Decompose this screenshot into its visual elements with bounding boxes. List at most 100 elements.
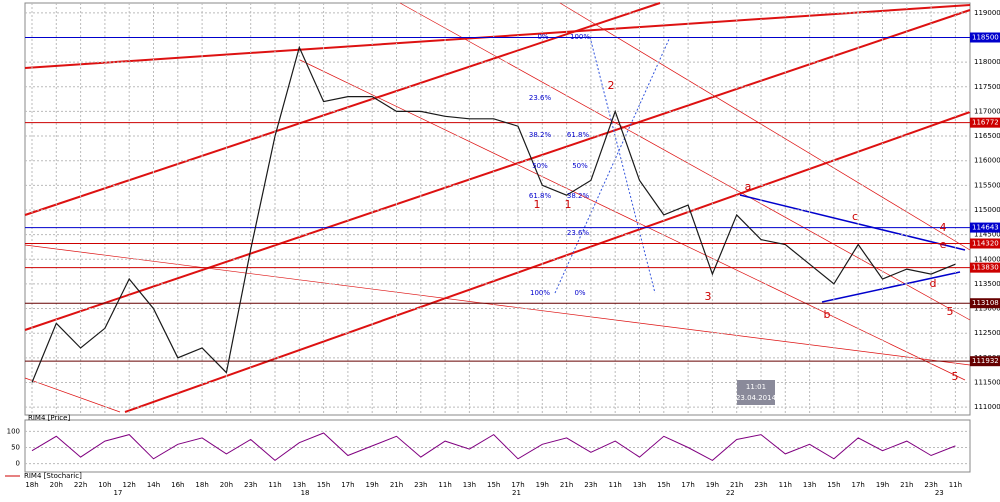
x-tick-label: 11h — [268, 481, 281, 489]
annotation: 50% — [532, 162, 548, 170]
x-tick-label: 11h — [438, 481, 451, 489]
x-tick-label: 19h — [536, 481, 549, 489]
x-tick-label: 13h — [463, 481, 476, 489]
x-tick-label: 21h — [730, 481, 743, 489]
timestamp-box — [737, 380, 775, 405]
trendline — [124, 111, 971, 413]
osc-footer: RIM4 [Stocharic] — [24, 472, 82, 480]
level-label: 113830 — [972, 264, 999, 272]
triangle-line — [821, 271, 961, 303]
osc-title: RIM4 [Price] — [28, 414, 70, 422]
osc-tick-label: 50 — [11, 444, 20, 452]
level-tag — [970, 222, 1000, 233]
x-tick-label: 21h — [900, 481, 913, 489]
annotation: 61.8% — [567, 131, 590, 139]
y-tick-label: 114000 — [974, 255, 1000, 263]
fib-guide — [589, 36, 656, 294]
x-tick-label: 11h — [609, 481, 622, 489]
x-tick-label: 19h — [366, 481, 379, 489]
level-label: 114320 — [972, 239, 999, 247]
x-tick-label: 17h — [852, 481, 865, 489]
x-tick-label: 23h — [244, 481, 257, 489]
x-tick-label: 15h — [827, 481, 840, 489]
level-tag — [970, 32, 1000, 43]
annotation: d — [930, 277, 937, 290]
x-tick-label: 17h — [511, 481, 524, 489]
annotation: e — [940, 238, 947, 251]
osc-line — [31, 432, 956, 462]
annotation: 2 — [608, 79, 615, 92]
annotation: 23.6% — [529, 94, 552, 102]
level-label: 116772 — [972, 119, 999, 127]
y-tick-label: 118000 — [974, 58, 1000, 66]
x-tick-label: 18h — [25, 481, 38, 489]
y-tick-label: 115000 — [974, 206, 1000, 214]
trendline — [559, 2, 971, 251]
fib-guide — [554, 36, 671, 294]
y-tick-label: 113000 — [974, 305, 1000, 313]
x-tick-label: 13h — [293, 481, 306, 489]
x-tick-label: 17h — [341, 481, 354, 489]
x-tick-label: 20h — [220, 481, 233, 489]
level-tag — [970, 262, 1000, 273]
annotation: 38.2% — [529, 131, 552, 139]
trendline — [24, 377, 121, 413]
y-tick-label: 117000 — [974, 107, 1000, 115]
x-tick-label: 17h — [681, 481, 694, 489]
y-tick-label: 111000 — [974, 403, 1000, 411]
x-tick-label: 10h — [98, 481, 111, 489]
level-label: 114643 — [972, 224, 999, 232]
x-tick-label: 13h — [803, 481, 816, 489]
trendline — [299, 59, 966, 381]
x-tick-label: 16h — [171, 481, 184, 489]
y-tick-label: 116500 — [974, 132, 1000, 140]
annotation: b — [824, 308, 831, 321]
y-tick-label: 117500 — [974, 83, 1000, 91]
x-tick-label: 21h — [560, 481, 573, 489]
timestamp: 23.04.2014 — [736, 394, 777, 402]
date-label: 22 — [726, 489, 735, 497]
x-tick-label: 19h — [706, 481, 719, 489]
y-tick-label: 111500 — [974, 378, 1000, 386]
price-line — [31, 45, 956, 383]
x-tick-label: 15h — [487, 481, 500, 489]
annotation: 100% — [530, 289, 550, 297]
annotation: 1 — [565, 198, 572, 211]
x-tick-label: 19h — [876, 481, 889, 489]
annotation: 5 — [952, 370, 959, 383]
level-tag — [970, 298, 1000, 309]
trendline — [24, 9, 971, 331]
y-tick-label: 119000 — [974, 9, 1000, 17]
annotation: 4 — [940, 221, 947, 234]
level-label: 113108 — [972, 299, 999, 307]
x-tick-label: 23h — [584, 481, 597, 489]
x-tick-label: 11h — [779, 481, 792, 489]
annotation: 5 — [947, 305, 954, 318]
level-tag — [970, 117, 1000, 128]
y-tick-label: 114500 — [974, 231, 1000, 239]
oscillator-frame — [24, 419, 971, 473]
plot-frame — [24, 2, 971, 416]
triangle-line — [739, 194, 966, 251]
annotation: 23.6% — [567, 229, 590, 237]
y-tick-label: 112500 — [974, 329, 1000, 337]
osc-tick-label: 100 — [7, 427, 20, 435]
x-tick-label: 21h — [390, 481, 403, 489]
trendlines — [24, 2, 971, 413]
x-tick-label: 23h — [924, 481, 937, 489]
date-label: 21 — [512, 489, 521, 497]
y-tick-label: 116000 — [974, 157, 1000, 165]
level-tag — [970, 238, 1000, 249]
annotation: a — [745, 180, 752, 193]
x-tick-label: 23h — [414, 481, 427, 489]
x-tick-label: 23h — [754, 481, 767, 489]
x-tick-label: 15h — [317, 481, 330, 489]
timestamp: 11:01 — [746, 383, 766, 391]
x-tick-label: 11h — [949, 481, 962, 489]
y-tick-label: 113500 — [974, 280, 1000, 288]
x-tick-label: 12h — [123, 481, 136, 489]
x-tick-label: 20h — [50, 481, 63, 489]
annotation: 0% — [574, 289, 585, 297]
